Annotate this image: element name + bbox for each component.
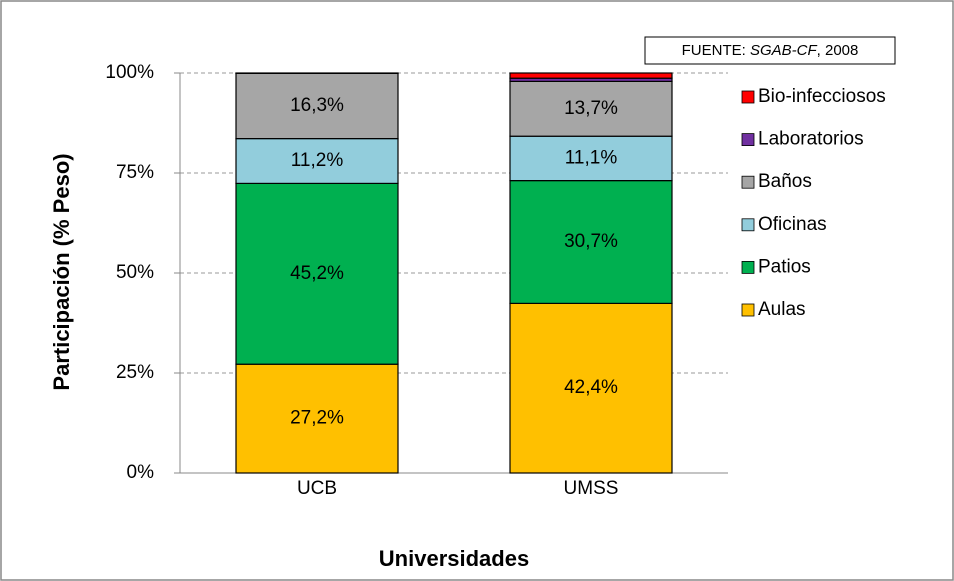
value-label: 42,4% [564,377,618,398]
bar-segment [509,80,673,137]
value-label: 30,7% [564,231,618,252]
legend-label: Oficinas [758,214,827,235]
legend-label: Aulas [758,299,806,320]
source-box [644,36,896,65]
source-prefix: FUENTE: [682,42,750,59]
y-tick-label: 100% [105,62,154,83]
bar-segment [509,135,673,182]
legend-label: Laboratorios [758,129,864,150]
source-suffix: , 2008 [817,42,859,59]
value-label: 13,7% [564,98,618,119]
value-label: 16,3% [290,95,344,116]
legend-swatch [741,218,755,232]
value-label: 11,2% [291,150,344,171]
x-axis-title: Universidades [379,546,529,571]
legend-swatch [741,90,755,104]
value-label: 45,2% [290,263,344,284]
value-label: 27,2% [290,408,344,429]
bar-segment [509,302,673,474]
y-tick-label: 75% [116,162,154,183]
bar-segment [509,72,673,79]
y-axis-title: Participación (% Peso) [49,153,74,390]
bar-segment [235,182,399,365]
y-tick-label: 25% [116,362,154,383]
legend-swatch [741,133,755,147]
y-tick-label: 0% [127,462,155,483]
value-label: 11,1% [565,147,618,168]
legend-swatch [741,303,755,317]
legend-label: Bio-infecciosos [758,86,886,107]
bar-segment [235,138,399,185]
x-tick-label: UMSS [564,478,619,499]
x-tick-label: UCB [297,478,337,499]
source-italic: SGAB-CF [750,42,818,59]
bar-segment [235,363,399,474]
legend-label: Patios [758,256,811,277]
legend-swatch [741,260,755,274]
legend-swatch [741,175,755,189]
y-tick-label: 50% [116,262,154,283]
source-note: FUENTE: SGAB-CF, 2008 [682,42,859,59]
legend-label: Baños [758,171,812,192]
